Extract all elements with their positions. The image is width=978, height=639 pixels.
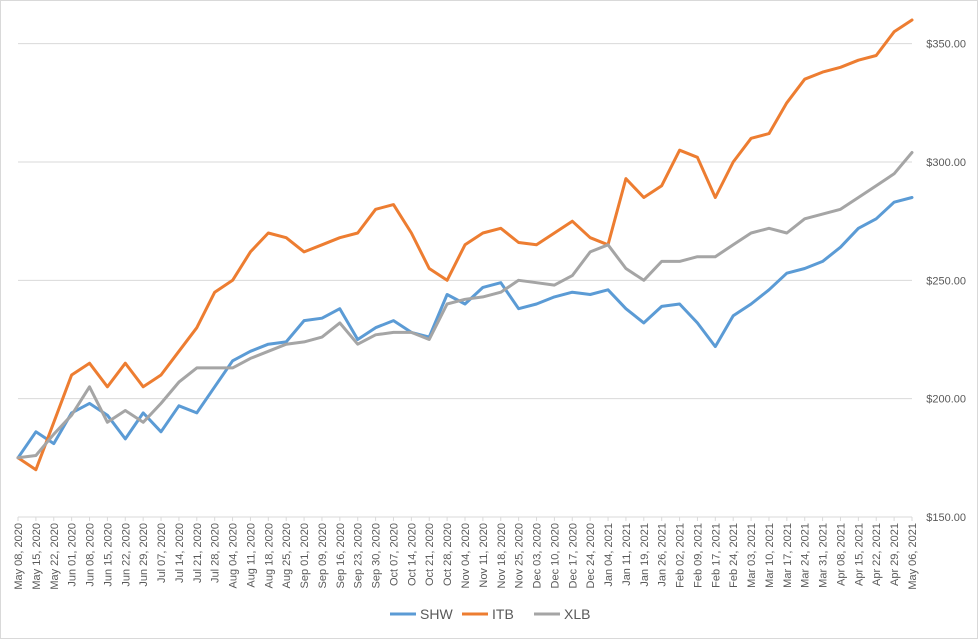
x-tick-label: Aug 25, 2020 (281, 523, 293, 588)
x-tick-label: Apr 22, 2021 (871, 523, 883, 586)
legend-label-shw: SHW (420, 606, 453, 622)
x-tick-label: Feb 09, 2021 (692, 523, 704, 588)
x-tick-label: Mar 10, 2021 (764, 523, 776, 588)
x-tick-label: Jan 11, 2021 (621, 523, 633, 586)
x-tick-label: Jan 19, 2021 (639, 523, 651, 587)
x-tick-label: May 08, 2020 (13, 523, 25, 590)
x-tick-label: Feb 17, 2021 (710, 523, 722, 588)
x-tick-label: May 22, 2020 (49, 523, 61, 590)
x-tick-label: Sep 16, 2020 (335, 523, 347, 588)
x-tick-label: Dec 03, 2020 (532, 523, 544, 588)
series-line-itb (16, 18, 914, 472)
x-axis: May 08, 2020 May 15, 2020 May 22, 2020 Jun … (13, 517, 919, 590)
x-tick-label: Jun 01, 2020 (67, 523, 79, 587)
series-line-shw (16, 196, 914, 460)
x-tick-label: Mar 03, 2021 (746, 523, 758, 588)
x-tick-label: Oct 14, 2020 (406, 523, 418, 586)
x-tick-label: Apr 29, 2021 (889, 523, 901, 586)
x-tick-label: Feb 02, 2021 (675, 523, 687, 588)
x-tick-label: Sep 23, 2020 (353, 523, 365, 588)
x-tick-label: Oct 07, 2020 (388, 523, 400, 586)
x-tick-label: Sep 30, 2020 (371, 523, 383, 588)
x-tick-label: Apr 08, 2021 (835, 523, 847, 586)
x-tick-label: Nov 25, 2020 (514, 523, 526, 588)
y-tick-label: $150.00 (926, 512, 966, 524)
x-tick-label: Dec 24, 2020 (585, 523, 597, 588)
x-tick-label: Oct 21, 2020 (424, 523, 436, 586)
x-tick-label: Apr 15, 2021 (853, 523, 865, 586)
x-tick-label: Mar 31, 2021 (818, 523, 830, 588)
x-tick-label: Jul 28, 2020 (210, 523, 222, 583)
x-tick-label: Jul 07, 2020 (156, 523, 168, 583)
x-tick-label: Feb 24, 2021 (728, 523, 740, 588)
x-tick-label: Jul 21, 2020 (192, 523, 204, 583)
x-tick-label: Nov 04, 2020 (460, 523, 472, 588)
series-lines (16, 18, 914, 472)
x-tick-label: Mar 17, 2021 (782, 523, 794, 588)
series-line-xlb (16, 151, 914, 460)
x-tick-label: Sep 09, 2020 (317, 523, 329, 588)
y-tick-label: $200.00 (926, 394, 966, 406)
x-tick-label: Jun 15, 2020 (102, 523, 114, 587)
y-tick-label: $300.00 (926, 157, 966, 169)
x-tick-label: Nov 18, 2020 (496, 523, 508, 588)
x-tick-label: Oct 28, 2020 (442, 523, 454, 586)
x-tick-label: May 06, 2021 (907, 523, 919, 590)
x-tick-label: Mar 24, 2021 (800, 523, 812, 588)
x-tick-label: Dec 17, 2020 (567, 523, 579, 588)
x-tick-label: Jun 22, 2020 (120, 523, 132, 587)
x-tick-label: Jun 08, 2020 (85, 523, 97, 587)
x-tick-label: Aug 04, 2020 (228, 523, 240, 588)
y-axis: $150.00 $200.00 $250.00 $300.00 $350.00 (926, 39, 966, 524)
y-tick-label: $250.00 (926, 275, 966, 287)
x-tick-label: Sep 01, 2020 (299, 523, 311, 588)
x-tick-label: Jul 14, 2020 (174, 523, 186, 583)
x-tick-label: Jan 26, 2021 (657, 523, 669, 587)
x-tick-label: Jun 29, 2020 (138, 523, 150, 587)
x-tick-label: May 15, 2020 (31, 523, 43, 590)
x-tick-label: Aug 18, 2020 (263, 523, 275, 588)
legend-label-itb: ITB (492, 606, 514, 622)
x-tick-label: Jan 04, 2021 (603, 523, 615, 587)
y-tick-label: $350.00 (926, 39, 966, 51)
x-tick-label: Aug 11, 2020 (245, 523, 257, 588)
legend-label-xlb: XLB (564, 606, 590, 622)
x-tick-label: Dec 10, 2020 (549, 523, 561, 588)
legend: SHW ITB XLB (390, 606, 590, 622)
x-tick-label: Nov 11, 2020 (478, 523, 490, 588)
